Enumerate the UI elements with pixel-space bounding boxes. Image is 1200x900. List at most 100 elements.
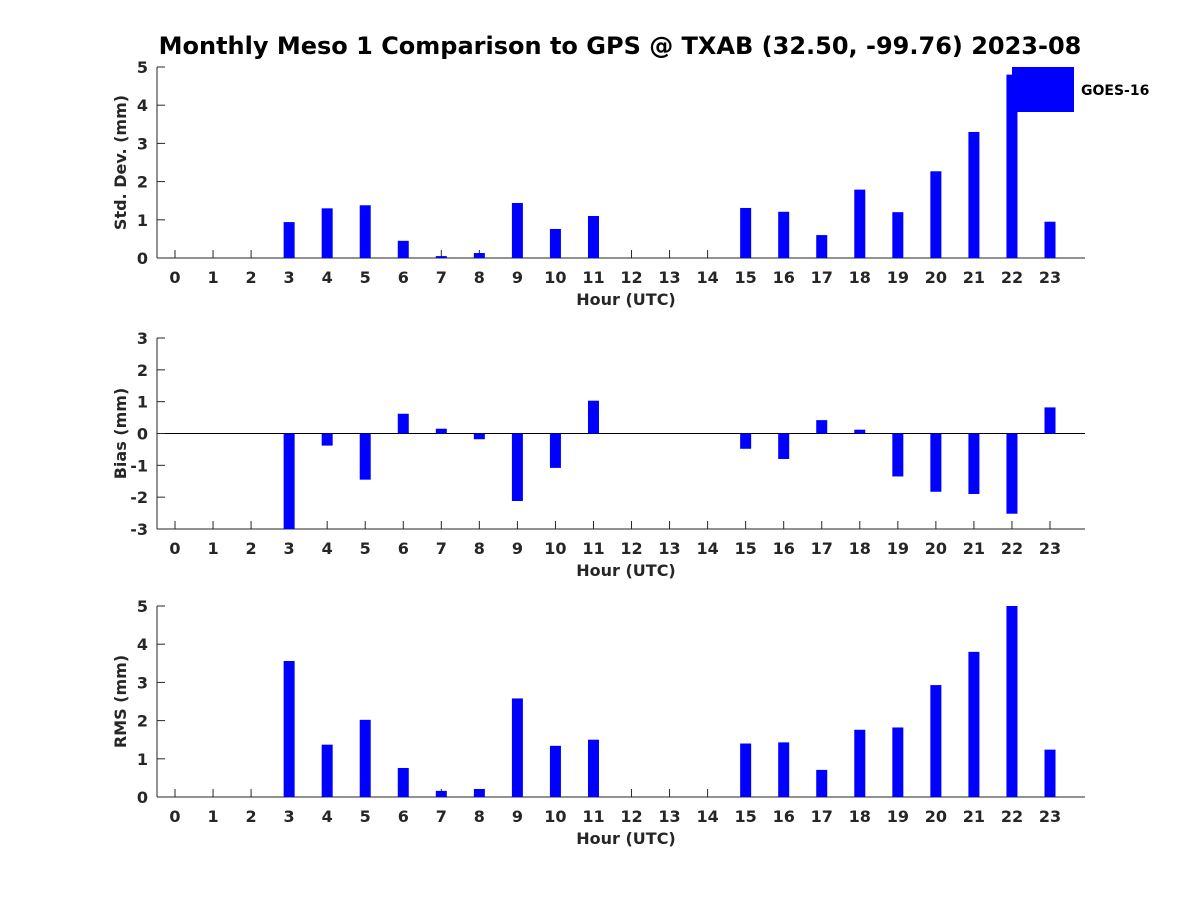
legend: GOES-16 bbox=[1012, 67, 1149, 112]
x-tick-label: 4 bbox=[322, 268, 333, 287]
bar-bias-11 bbox=[587, 400, 599, 434]
y-tick-label: 3 bbox=[137, 134, 148, 153]
y-tick-label: 3 bbox=[137, 329, 148, 348]
x-tick-label: 21 bbox=[963, 268, 985, 287]
bar-rms-16 bbox=[778, 742, 790, 797]
bar-std-dev-7 bbox=[435, 256, 447, 258]
bar-bias-18 bbox=[854, 429, 866, 434]
y-tick-label: 5 bbox=[137, 58, 148, 77]
x-tick-label: 1 bbox=[207, 539, 218, 558]
x-tick-label: 4 bbox=[322, 539, 333, 558]
x-tick-label: 15 bbox=[735, 268, 757, 287]
bar-rms-21 bbox=[968, 651, 980, 797]
x-tick-label: 11 bbox=[582, 539, 604, 558]
x-tick-label: 7 bbox=[436, 268, 447, 287]
x-tick-label: 12 bbox=[620, 268, 642, 287]
x-tick-label: 1 bbox=[207, 268, 218, 287]
bar-bias-23 bbox=[1044, 407, 1056, 434]
bar-rms-4 bbox=[321, 744, 333, 797]
x-axis-label: Hour (UTC) bbox=[576, 290, 676, 309]
bar-std-dev-23 bbox=[1044, 221, 1056, 258]
x-tick-label: 6 bbox=[398, 539, 409, 558]
x-tick-label: 23 bbox=[1039, 807, 1061, 826]
bar-std-dev-5 bbox=[359, 205, 371, 258]
x-tick-label: 3 bbox=[284, 807, 295, 826]
y-tick-label: 1 bbox=[137, 393, 148, 412]
x-tick-label: 20 bbox=[925, 807, 947, 826]
y-axis-label: Std. Dev. (mm) bbox=[111, 95, 130, 230]
y-tick-label: 5 bbox=[137, 597, 148, 616]
x-tick-label: 10 bbox=[544, 268, 566, 287]
bar-rms-5 bbox=[359, 719, 371, 797]
bar-rms-10 bbox=[549, 745, 561, 797]
x-tick-label: 16 bbox=[773, 539, 795, 558]
x-tick-label: 9 bbox=[512, 807, 523, 826]
bar-std-dev-15 bbox=[740, 207, 752, 258]
x-tick-label: 7 bbox=[436, 539, 447, 558]
bar-std-dev-17 bbox=[816, 235, 828, 258]
bar-rms-18 bbox=[854, 729, 866, 797]
bar-std-dev-3 bbox=[283, 222, 295, 258]
x-tick-label: 1 bbox=[207, 807, 218, 826]
x-tick-label: 18 bbox=[849, 539, 871, 558]
x-tick-label: 17 bbox=[811, 807, 833, 826]
bar-rms-9 bbox=[511, 698, 523, 797]
x-tick-label: 12 bbox=[620, 807, 642, 826]
bar-std-dev-4 bbox=[321, 208, 333, 258]
bar-rms-7 bbox=[435, 790, 447, 797]
bar-std-dev-21 bbox=[968, 131, 980, 258]
x-tick-label: 8 bbox=[474, 268, 485, 287]
x-tick-label: 0 bbox=[169, 539, 180, 558]
y-tick-label: 1 bbox=[137, 750, 148, 769]
x-tick-label: 14 bbox=[696, 539, 718, 558]
x-tick-label: 12 bbox=[620, 539, 642, 558]
x-tick-label: 6 bbox=[398, 807, 409, 826]
bar-bias-21 bbox=[968, 433, 980, 494]
x-tick-label: 20 bbox=[925, 539, 947, 558]
x-tick-label: 22 bbox=[1001, 807, 1023, 826]
x-tick-label: 20 bbox=[925, 268, 947, 287]
x-axis-label: Hour (UTC) bbox=[576, 829, 676, 848]
x-tick-label: 18 bbox=[849, 807, 871, 826]
bar-rms-6 bbox=[397, 767, 409, 797]
x-tick-label: 23 bbox=[1039, 539, 1061, 558]
bar-bias-5 bbox=[359, 433, 371, 480]
y-tick-label: -1 bbox=[130, 456, 148, 475]
bar-std-dev-19 bbox=[892, 212, 904, 258]
x-tick-label: 8 bbox=[474, 539, 485, 558]
x-tick-label: 15 bbox=[735, 807, 757, 826]
bar-bias-6 bbox=[397, 413, 409, 434]
y-tick-label: 0 bbox=[137, 425, 148, 444]
y-tick-label: 2 bbox=[137, 712, 148, 731]
bar-rms-20 bbox=[930, 685, 942, 797]
bar-rms-8 bbox=[473, 788, 485, 797]
y-tick-label: 1 bbox=[137, 211, 148, 230]
x-tick-label: 5 bbox=[360, 268, 371, 287]
bar-std-dev-6 bbox=[397, 240, 409, 258]
bar-std-dev-8 bbox=[473, 253, 485, 258]
bar-rms-23 bbox=[1044, 749, 1056, 797]
x-tick-label: 3 bbox=[284, 539, 295, 558]
bar-rms-19 bbox=[892, 727, 904, 797]
y-tick-label: 2 bbox=[137, 173, 148, 192]
x-tick-label: 3 bbox=[284, 268, 295, 287]
x-tick-label: 23 bbox=[1039, 268, 1061, 287]
bar-rms-3 bbox=[283, 661, 295, 797]
bar-bias-7 bbox=[435, 428, 447, 434]
x-tick-label: 21 bbox=[963, 807, 985, 826]
bar-bias-8 bbox=[473, 433, 485, 440]
bar-std-dev-10 bbox=[549, 228, 561, 258]
x-tick-label: 2 bbox=[246, 539, 257, 558]
y-tick-label: 0 bbox=[137, 249, 148, 268]
bar-bias-17 bbox=[816, 420, 828, 434]
legend-label: GOES-16 bbox=[1081, 83, 1149, 99]
x-tick-label: 22 bbox=[1001, 539, 1023, 558]
x-tick-label: 11 bbox=[582, 807, 604, 826]
x-tick-label: 18 bbox=[849, 268, 871, 287]
bar-std-dev-11 bbox=[587, 215, 599, 258]
chart-title: Monthly Meso 1 Comparison to GPS @ TXAB … bbox=[159, 32, 1082, 60]
x-tick-label: 0 bbox=[169, 807, 180, 826]
